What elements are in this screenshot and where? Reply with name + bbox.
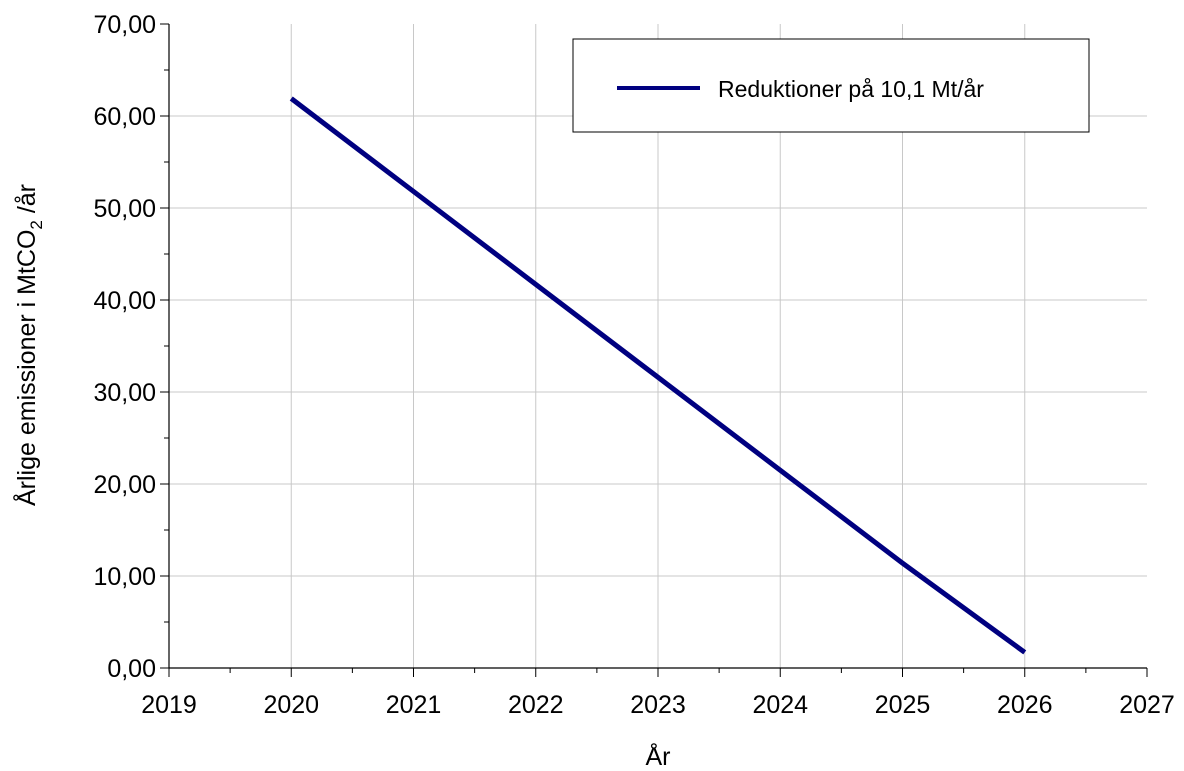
x-tick-label: 2026 — [997, 691, 1053, 719]
legend-box — [572, 38, 1090, 133]
y-tick-label: 70,00 — [93, 11, 156, 39]
y-tick-label: 40,00 — [93, 287, 156, 315]
y-axis-label: Årlige emissioner i MtCO2 /år — [11, 184, 46, 506]
x-tick-label: 2021 — [386, 691, 442, 719]
x-axis-label: År — [646, 741, 671, 771]
series-line — [289, 96, 1027, 655]
y-axis-label-subscript: 2 — [27, 220, 46, 229]
x-tick-label: 2022 — [508, 691, 564, 719]
y-tick-label: 50,00 — [93, 195, 156, 223]
x-tick-label: 2023 — [630, 691, 686, 719]
y-tick-label: 30,00 — [93, 379, 156, 407]
x-tick-label: 2020 — [263, 691, 319, 719]
y-axis-label-main: Årlige emissioner i MtCO — [11, 230, 41, 506]
y-axis-label-tail: /år — [13, 184, 41, 220]
x-tick-label: 2024 — [752, 691, 808, 719]
x-tick-label: 2027 — [1119, 691, 1175, 719]
y-tick-label: 10,00 — [93, 563, 156, 591]
y-tick-label: 0,00 — [107, 655, 156, 683]
legend-label: Reduktioner på 10,1 Mt/år — [718, 76, 984, 102]
series-layer — [289, 96, 1027, 655]
legend: Reduktioner på 10,1 Mt/år — [572, 38, 1090, 133]
x-tick-label: 2019 — [141, 691, 197, 719]
y-tick-label: 60,00 — [93, 103, 156, 131]
y-tick-label: 20,00 — [93, 471, 156, 499]
axes: 2019 2020 2021 2022 2023 2024 2025 2026 2027 0,00… — [93, 11, 1174, 719]
x-tick-label: 2025 — [875, 691, 931, 719]
